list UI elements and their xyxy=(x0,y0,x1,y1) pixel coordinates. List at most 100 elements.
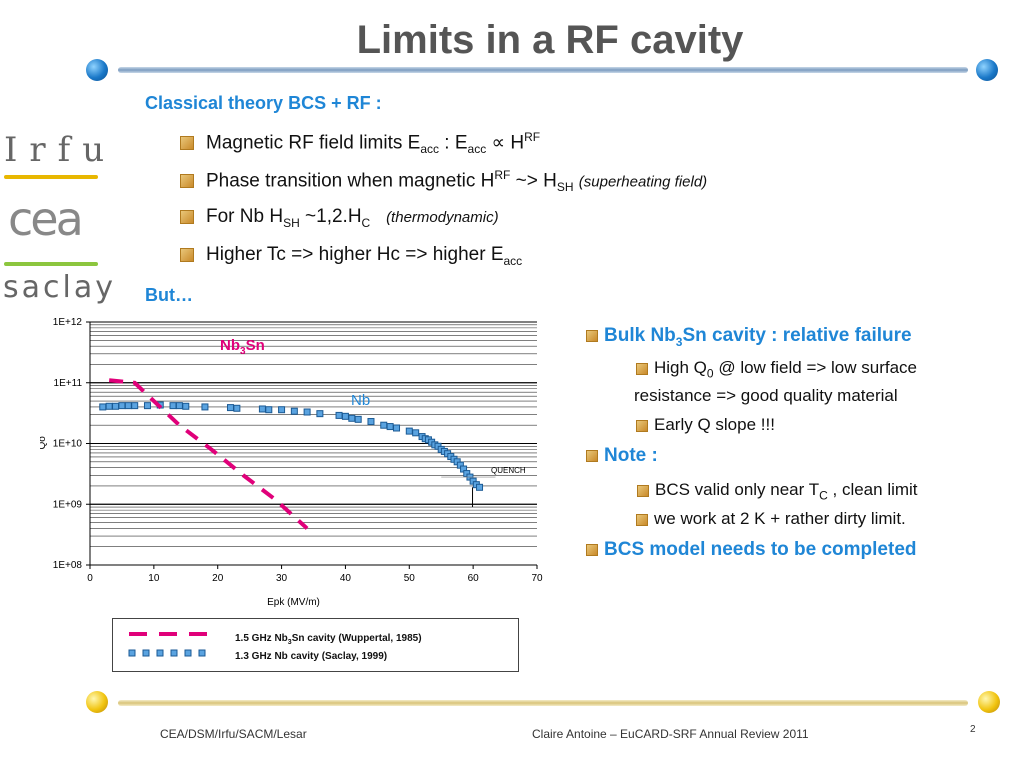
top-left-blue-dot-icon xyxy=(86,59,108,81)
subscript: acc xyxy=(467,142,487,157)
nb3sn-data-line xyxy=(108,378,309,530)
nb-data-point xyxy=(316,410,324,418)
irfu-logo: Irfu xyxy=(4,130,117,170)
bullet-magnetic-field: Magnetic RF field limits Eacc : Eacc ∝ H… xyxy=(180,130,540,156)
chart-grid xyxy=(90,321,537,566)
superscript: RF xyxy=(524,130,541,144)
x-tick-label: 10 xyxy=(148,573,160,584)
top-divider xyxy=(118,67,968,73)
we-work-line: we work at 2 K + rather dirty limit. xyxy=(636,509,906,529)
nb-data-point xyxy=(169,402,177,410)
footer-center: Claire Antoine – EuCARD-SRF Annual Revie… xyxy=(532,727,809,741)
text: BCS model needs to be completed xyxy=(604,539,917,560)
nb-legend-marker xyxy=(184,649,192,657)
text: : E xyxy=(439,132,468,154)
nb-data-point xyxy=(226,404,234,412)
resistance-line: resistance => good quality material xyxy=(634,386,898,405)
x-axis-label: Epk (MV/m) xyxy=(267,597,320,608)
high-q0-line: High Q0 @ low field => low surface xyxy=(636,358,917,380)
text: Magnetic RF field limits E xyxy=(206,132,421,154)
nb-data-point xyxy=(405,427,413,435)
square-bullet-icon xyxy=(586,449,598,462)
nb3sn-annotation: Nb3Sn xyxy=(220,337,265,357)
nb-data-point xyxy=(99,403,107,411)
superscript: RF xyxy=(494,168,511,182)
nb-annotation: Nb xyxy=(351,392,370,409)
bcs-valid-line: BCS valid only near TC , clean limit xyxy=(637,480,918,502)
saclay-logo: saclay xyxy=(3,270,116,305)
text: Sn cavity (Wuppertal, 1985) xyxy=(291,633,422,644)
subscript: C xyxy=(361,215,371,230)
x-tick-label: 60 xyxy=(468,573,480,584)
square-bullet-icon xyxy=(586,329,598,342)
nb-data-point xyxy=(412,429,420,437)
nb-data-point xyxy=(386,423,394,431)
nb-data-point xyxy=(112,402,120,410)
y-tick-label: 1E+08 xyxy=(53,560,83,571)
nb-data-point xyxy=(354,415,362,423)
subscript: SH xyxy=(556,180,574,195)
subscript: 0 xyxy=(706,366,714,381)
x-tick-label: 50 xyxy=(404,573,416,584)
cea-logo: cea xyxy=(8,192,84,246)
x-tick-label: 0 xyxy=(87,573,93,584)
logo-divider-yellow xyxy=(4,175,98,179)
text: Phase transition when magnetic H xyxy=(206,170,495,192)
nb-legend-marker xyxy=(170,649,178,657)
text: For Nb H xyxy=(206,206,284,227)
nb-legend-marker xyxy=(142,649,150,657)
nb-data-point xyxy=(341,412,349,420)
text: High Q xyxy=(654,358,707,377)
text: ~> H xyxy=(510,170,557,192)
text: , clean limit xyxy=(827,480,918,499)
square-bullet-icon xyxy=(586,543,598,556)
nb-data-point xyxy=(124,402,132,410)
legend-nb3sn-label: 1.5 GHz Nb3Sn cavity (Wuppertal, 1985) xyxy=(235,633,422,646)
note-heading: Note : xyxy=(586,445,658,467)
bottom-left-yellow-dot-icon xyxy=(86,691,108,713)
x-tick-label: 20 xyxy=(212,573,224,584)
x-tick-label: 70 xyxy=(531,573,543,584)
square-bullet-icon xyxy=(180,209,194,224)
square-bullet-icon xyxy=(636,513,648,526)
top-right-blue-dot-icon xyxy=(976,59,998,81)
nb-data-point xyxy=(265,406,273,414)
nb-data-point xyxy=(201,403,209,411)
subscript: SH xyxy=(283,215,300,230)
y-tick-label: 1E+09 xyxy=(53,499,83,510)
nb-data-point xyxy=(131,402,139,410)
chart-ticks: 0 10 20 30 40 50 60 70 1E+08 1E+09 1E+10 1E+11 1E+12 xyxy=(53,317,543,584)
y-tick-label: 1E+10 xyxy=(53,439,83,450)
legend-nb-label: 1.3 GHz Nb cavity (Saclay, 1999) xyxy=(235,651,388,662)
nb-data-point xyxy=(278,406,286,414)
nb-data-point xyxy=(367,418,375,426)
nb-legend-marker xyxy=(198,649,206,657)
text: Note : xyxy=(604,445,658,466)
y-axis-label: Qo xyxy=(40,436,48,450)
but-label: But… xyxy=(145,285,193,305)
text: Nb xyxy=(220,337,240,354)
square-bullet-icon xyxy=(180,136,194,151)
legend-swatches xyxy=(128,632,207,657)
subscript: 3 xyxy=(287,639,292,646)
nb-data-point xyxy=(105,402,113,410)
square-bullet-icon xyxy=(636,362,648,375)
nb3sn-series xyxy=(108,378,309,530)
nb-data-point xyxy=(258,405,266,413)
subscript: C xyxy=(819,488,828,503)
nb-data-point xyxy=(393,424,401,432)
nb-data-point xyxy=(303,408,311,416)
nb-legend-marker xyxy=(156,649,164,657)
nb-data-point xyxy=(233,404,241,412)
nb-data-point xyxy=(175,402,183,410)
slide-title: Limits in a RF cavity xyxy=(356,18,744,62)
subscript: 3 xyxy=(240,346,246,357)
page-number: 2 xyxy=(970,724,976,735)
x-tick-label: 30 xyxy=(276,573,288,584)
subscript: acc xyxy=(420,142,440,157)
nb-data-point xyxy=(118,402,126,410)
square-bullet-icon xyxy=(637,484,649,497)
y-tick-label: 1E+12 xyxy=(53,317,83,328)
bottom-right-yellow-dot-icon xyxy=(978,691,1000,713)
square-bullet-icon xyxy=(180,247,194,262)
